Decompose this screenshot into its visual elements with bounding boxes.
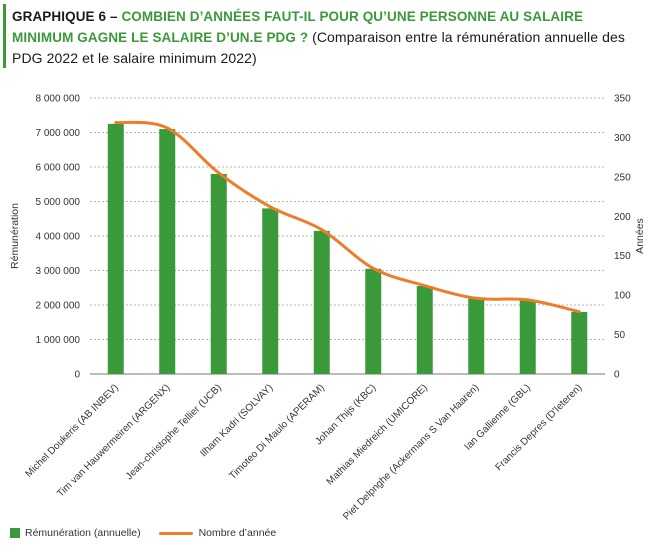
legend-item-line: Nombre d’année [158,527,277,539]
bar [262,208,279,374]
y-tick-label: 1 000 000 [36,335,81,346]
bar-series [107,123,588,374]
legend-label-bars: Rémunération (annuelle) [25,527,141,539]
y2-axis-title: Années [634,218,646,254]
bar [571,311,588,374]
y2-tick-label: 250 [614,172,631,183]
legend-swatch-bar [10,528,20,538]
y2-tick-label: 150 [614,251,631,262]
chart-subtitle: (Comparaison entre la rémunération annue… [12,29,625,66]
category-label: Jean-christophe Tellier (UCB) [124,382,224,482]
legend-label-line: Nombre d’année [198,527,277,539]
chart-title-dash: – [106,9,122,24]
y2-tick-label: 0 [614,370,620,381]
y2-tick-label: 100 [614,291,631,302]
y2-tick-label: 200 [614,212,631,223]
chart-title-label: GRAPHIQUE 6 [12,9,107,24]
y2-tick-label: 50 [614,330,626,341]
bar [210,173,227,374]
gridlines [90,97,605,375]
chart-title-main: COMBIEN D’ANNÉES FAUT-IL POUR QU’UNE PER… [12,9,584,45]
y-tick-label: 4 000 000 [36,232,81,243]
title-accent-bar [3,4,6,68]
legend: Rémunération (annuelle) Nombre d’année [10,527,294,539]
legend-swatch-line [158,531,193,535]
bar [107,123,124,374]
category-labels: Michel Doukeris (AB INBEV)Tim van Hauwer… [24,382,585,522]
bar [159,129,176,374]
y-tick-label: 8 000 000 [36,94,81,105]
y-tick-label: 6 000 000 [36,163,81,174]
y-tick-label: 2 000 000 [36,301,81,312]
y-tick-label: 7 000 000 [36,128,81,139]
bar [313,230,330,374]
category-label: Mathias Miedreich (UMICORE) [325,382,430,487]
y-tick-label: 0 [74,370,80,381]
y-tick-label: 3 000 000 [36,266,81,277]
category-label: Francis Depres (D'Ieteren) [494,382,585,473]
bar [365,268,382,374]
category-label: Michel Doukeris (AB INBEV) [24,382,121,479]
bar [468,298,485,374]
y2-tick-label: 350 [614,94,631,105]
bar [416,286,433,374]
chart-title: GRAPHIQUE 6 – COMBIEN D’ANNÉES FAUT-IL P… [12,6,648,69]
y-axis-title: Rémunération [9,203,21,269]
right-axis: 0 50 100 150 200 250 300 350 [614,94,631,381]
category-label: Tim van Hauwermeiren (ARGENX) [55,382,172,499]
legend-item-bars: Rémunération (annuelle) [10,527,141,539]
category-label: Timoteo Di Maulo (APERAM) [227,382,326,481]
y-tick-label: 5 000 000 [36,197,81,208]
line-series [114,120,581,314]
bar [519,299,536,374]
series-line [114,120,581,314]
left-axis: 0 1 000 000 2 000 000 3 000 000 4 000 000 5 0… [36,94,81,381]
y2-tick-label: 300 [614,133,631,144]
